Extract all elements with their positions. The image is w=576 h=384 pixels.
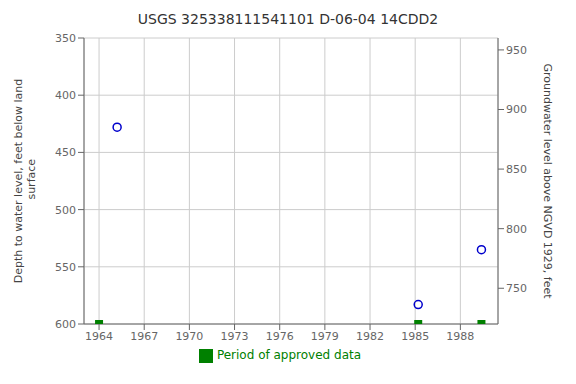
svg-text:600: 600 — [55, 318, 76, 331]
svg-text:750: 750 — [506, 282, 527, 295]
html-text:Period of approved data: Period of approved data — [216, 348, 362, 362]
svg-text:Depth to water level, feet bel: Depth to water level, feet below land su… — [12, 79, 38, 284]
html-text:USGS 325338111541101 D-06-04 1: USGS 325338111541101 D-06-04 14CDD2 — [137, 11, 439, 27]
svg-text:1964: 1964 — [85, 330, 113, 343]
svg-text:1970: 1970 — [175, 330, 203, 343]
svg-text:500: 500 — [55, 204, 76, 217]
svg-text:350: 350 — [55, 32, 76, 45]
svg-text:450: 450 — [55, 146, 76, 159]
svg-text:950: 950 — [506, 44, 527, 57]
svg-text:1976: 1976 — [266, 330, 294, 343]
svg-text:1967: 1967 — [130, 330, 158, 343]
svg-text:800: 800 — [506, 223, 527, 236]
svg-text:900: 900 — [506, 103, 527, 116]
svg-text:400: 400 — [55, 89, 76, 102]
svg-text:1979: 1979 — [311, 330, 339, 343]
svg-text:1988: 1988 — [446, 330, 474, 343]
svg-text:550: 550 — [55, 261, 76, 274]
svg-text:1973: 1973 — [221, 330, 249, 343]
svg-text:1982: 1982 — [356, 330, 384, 343]
svg-text:Groundwater level above NGVD 1: Groundwater level above NGVD 1929, feet — [541, 63, 554, 299]
svg-text:1985: 1985 — [401, 330, 429, 343]
svg-text:850: 850 — [506, 163, 527, 176]
